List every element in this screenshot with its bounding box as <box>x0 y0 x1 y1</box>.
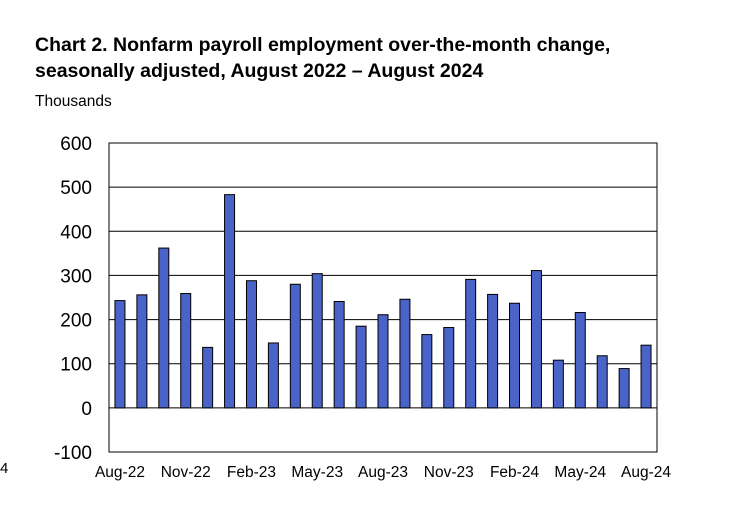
bar-Apr-24 <box>552 359 564 409</box>
bar-Sep-22 <box>136 294 148 409</box>
x-tick-label: Nov-22 <box>161 464 211 481</box>
bar-Aug-24 <box>640 344 652 409</box>
chart-title-line-2: seasonally adjusted, August 2022 – Augus… <box>35 60 484 82</box>
bars <box>114 194 652 409</box>
bar-Mar-23 <box>267 342 279 409</box>
x-tick-label: Feb-23 <box>227 464 276 481</box>
plot-frame <box>108 142 658 453</box>
edge-label: 4 <box>0 460 9 477</box>
x-tick-label: Nov-23 <box>424 464 474 481</box>
y-tick-label: 200 <box>60 311 92 332</box>
x-tick-label: Aug-22 <box>95 464 145 481</box>
bar-Jan-24 <box>487 293 499 409</box>
bar-Oct-23 <box>421 334 433 409</box>
x-tick-label: Aug-24 <box>621 464 671 481</box>
bar-Aug-22 <box>114 300 126 409</box>
y-tick-label: 500 <box>60 178 92 199</box>
y-tick-label: 0 <box>81 399 92 420</box>
bar-Mar-24 <box>530 270 542 409</box>
chart-title: Chart 2. Nonfarm payroll employment over… <box>35 32 715 84</box>
bar-Dec-22 <box>202 346 214 409</box>
y-tick-label: 100 <box>60 355 92 376</box>
bar-Jan-23 <box>224 194 236 409</box>
bar-Aug-23 <box>377 314 389 409</box>
y-tick-label: 300 <box>60 266 92 287</box>
bar-Jul-24 <box>618 368 630 409</box>
bar-Feb-23 <box>245 280 257 409</box>
bar-Jul-23 <box>355 325 367 409</box>
bar-Jun-23 <box>333 300 345 409</box>
bar-Jun-24 <box>596 355 608 409</box>
bar-Nov-22 <box>180 293 192 409</box>
bar-Sep-23 <box>399 298 411 409</box>
bar-May-23 <box>311 273 323 409</box>
bar-Nov-23 <box>443 327 455 409</box>
y-tick-label: 600 <box>60 134 92 155</box>
x-tick-label: Aug-23 <box>358 464 408 481</box>
bar-Apr-23 <box>289 283 301 409</box>
y-tick-label: 400 <box>60 222 92 243</box>
y-axis-label: Thousands <box>35 93 112 110</box>
x-tick-labels: Aug-22 Nov-22 Feb-23 May-23 Aug-23 Nov-23 Feb-… <box>95 464 671 481</box>
y-tick-label: -100 <box>54 443 92 464</box>
x-tick-label: Feb-24 <box>490 464 539 481</box>
bar-Dec-23 <box>465 278 477 409</box>
chart-title-line-1: Chart 2. Nonfarm payroll employment over… <box>35 34 611 56</box>
y-tick-labels: 600 500 400 300 200 100 0 -100 <box>54 134 92 464</box>
bar-Feb-24 <box>509 302 521 409</box>
x-tick-label: May-23 <box>291 464 343 481</box>
bar-Oct-22 <box>158 247 170 409</box>
bar-May-24 <box>574 312 586 409</box>
x-tick-label: May-24 <box>554 464 606 481</box>
